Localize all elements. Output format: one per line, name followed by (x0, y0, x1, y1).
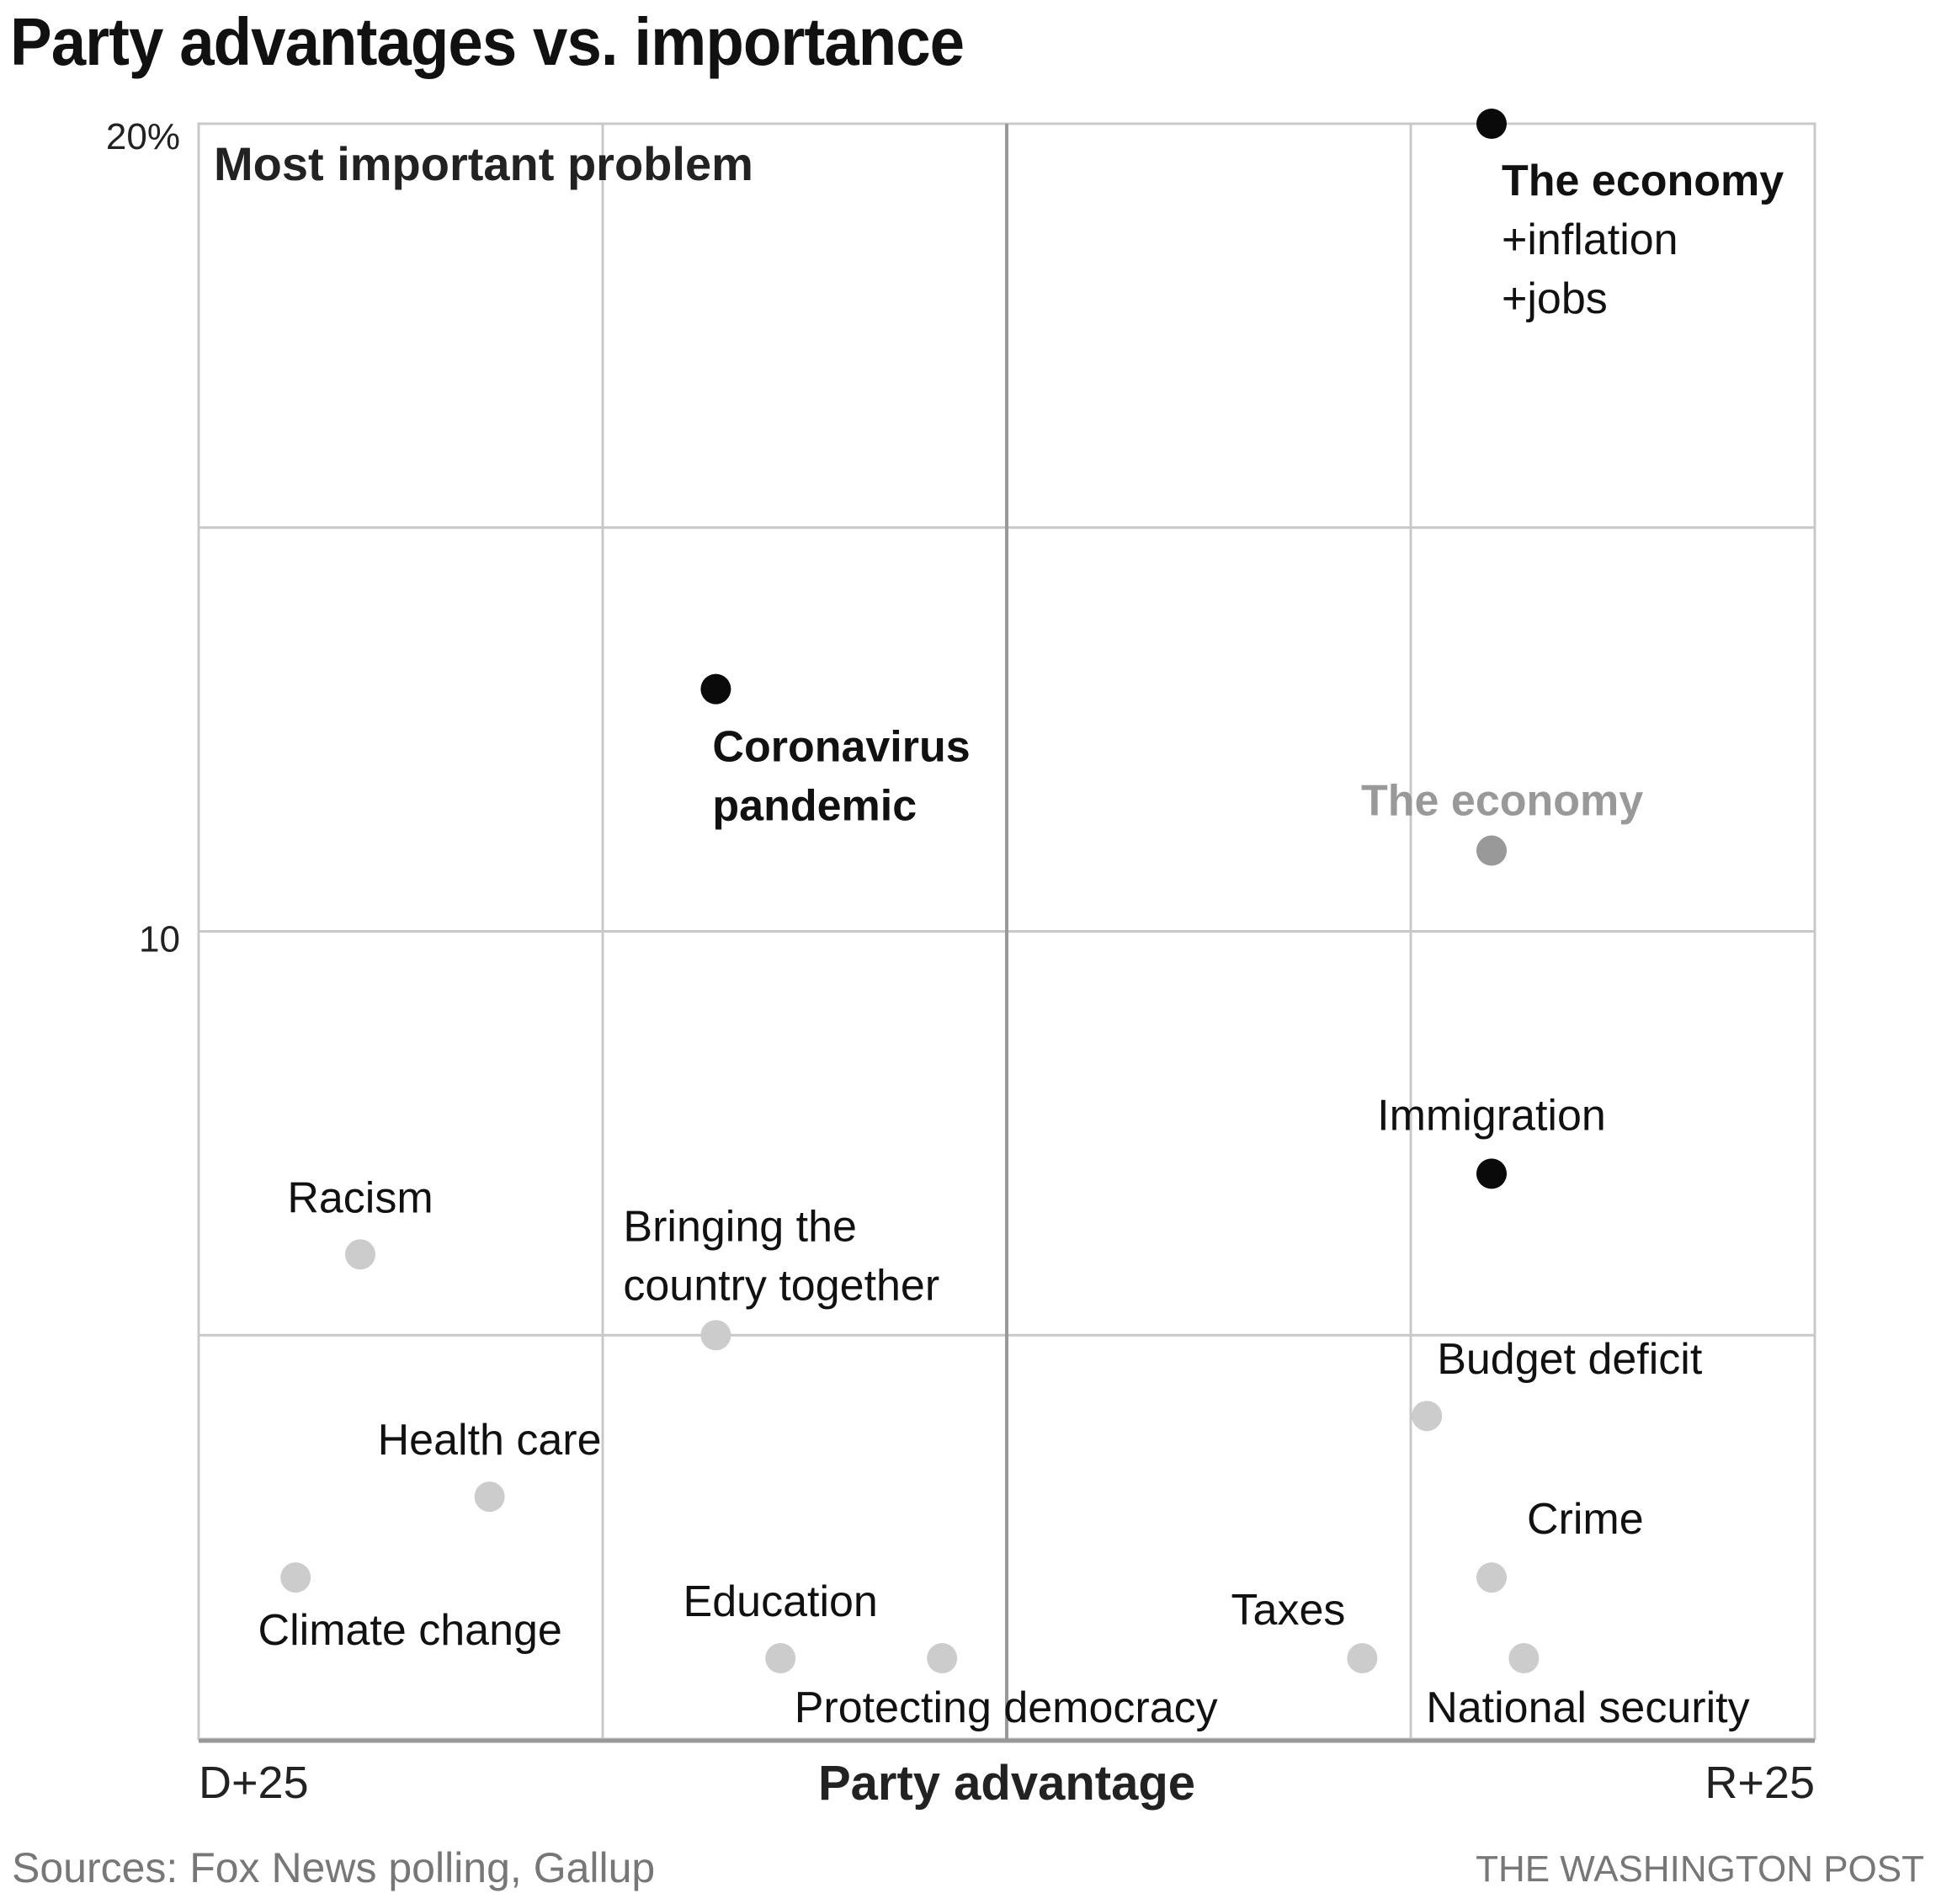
point-label-line: +jobs (1502, 274, 1608, 323)
point-label-line: Climate change (258, 1606, 562, 1655)
point-label-line: The economy (1361, 777, 1643, 826)
data-point (700, 1320, 731, 1351)
point-label-line: National security (1426, 1683, 1749, 1732)
data-point (1476, 1158, 1507, 1189)
point-label: Climate change (258, 1606, 562, 1655)
data-point (700, 673, 731, 705)
point-label: Racism (287, 1173, 433, 1222)
x-axis-left-label: D+25 (199, 1758, 309, 1808)
point-label: Immigration (1377, 1091, 1606, 1140)
point-labels: The economy +inflation +jobs Coronavirus pan… (258, 157, 1784, 1732)
axes (197, 124, 1815, 1743)
data-point (1476, 835, 1507, 866)
panel-label: Most important problem (214, 137, 753, 190)
point-label-line: Coronavirus (712, 723, 970, 772)
point-label: Budget deficit (1437, 1335, 1703, 1384)
point-label-line: Racism (287, 1173, 433, 1222)
data-point (1347, 1643, 1378, 1674)
y-tick-labels: 20% 10 (106, 116, 180, 960)
data-point (1476, 109, 1507, 139)
data-point (345, 1239, 375, 1270)
x-axis-right-label: R+25 (1705, 1758, 1815, 1808)
point-label-line: The economy (1502, 157, 1784, 205)
point-label-line: Immigration (1377, 1091, 1606, 1140)
data-point (474, 1481, 505, 1513)
point-label-line: Health care (378, 1416, 602, 1465)
point-label: Crime (1527, 1495, 1644, 1544)
point-label-line: Budget deficit (1437, 1335, 1703, 1384)
data-point (927, 1643, 958, 1674)
point-label-line: Taxes (1231, 1586, 1346, 1635)
data-point (765, 1643, 796, 1674)
source-note: Sources: Fox News polling, Gallup (12, 1844, 656, 1891)
chart-title: Party advantages vs. importance (10, 4, 965, 79)
point-label: Protecting democracy (795, 1683, 1218, 1732)
y-tick-label: 10 (139, 919, 180, 960)
point-label: The economy +inflation +jobs (1502, 157, 1784, 323)
point-label: The economy (1361, 777, 1643, 826)
data-point (1508, 1643, 1540, 1674)
point-label-line: pandemic (712, 782, 917, 831)
point-label-line: country together (623, 1261, 939, 1310)
point-label: Education (683, 1577, 878, 1626)
point-label: National security (1426, 1683, 1749, 1732)
point-label: Bringing the country together (623, 1202, 939, 1310)
publisher-credit: THE WASHINGTON POST (1476, 1848, 1924, 1890)
data-point (280, 1562, 311, 1593)
point-label: Taxes (1231, 1586, 1346, 1635)
point-label-line: Crime (1527, 1495, 1644, 1544)
point-label-line: Education (683, 1577, 878, 1626)
x-axis-title: Party advantage (818, 1756, 1195, 1811)
point-label: Coronavirus pandemic (712, 723, 970, 831)
point-label-line: Bringing the (623, 1202, 857, 1251)
data-point (1476, 1562, 1507, 1593)
point-label-line: +inflation (1502, 215, 1678, 264)
y-tick-label: 20% (106, 116, 180, 157)
data-point (1412, 1401, 1443, 1432)
point-label: Health care (378, 1416, 602, 1465)
point-label-line: Protecting democracy (795, 1683, 1218, 1732)
data-points (280, 109, 1540, 1674)
